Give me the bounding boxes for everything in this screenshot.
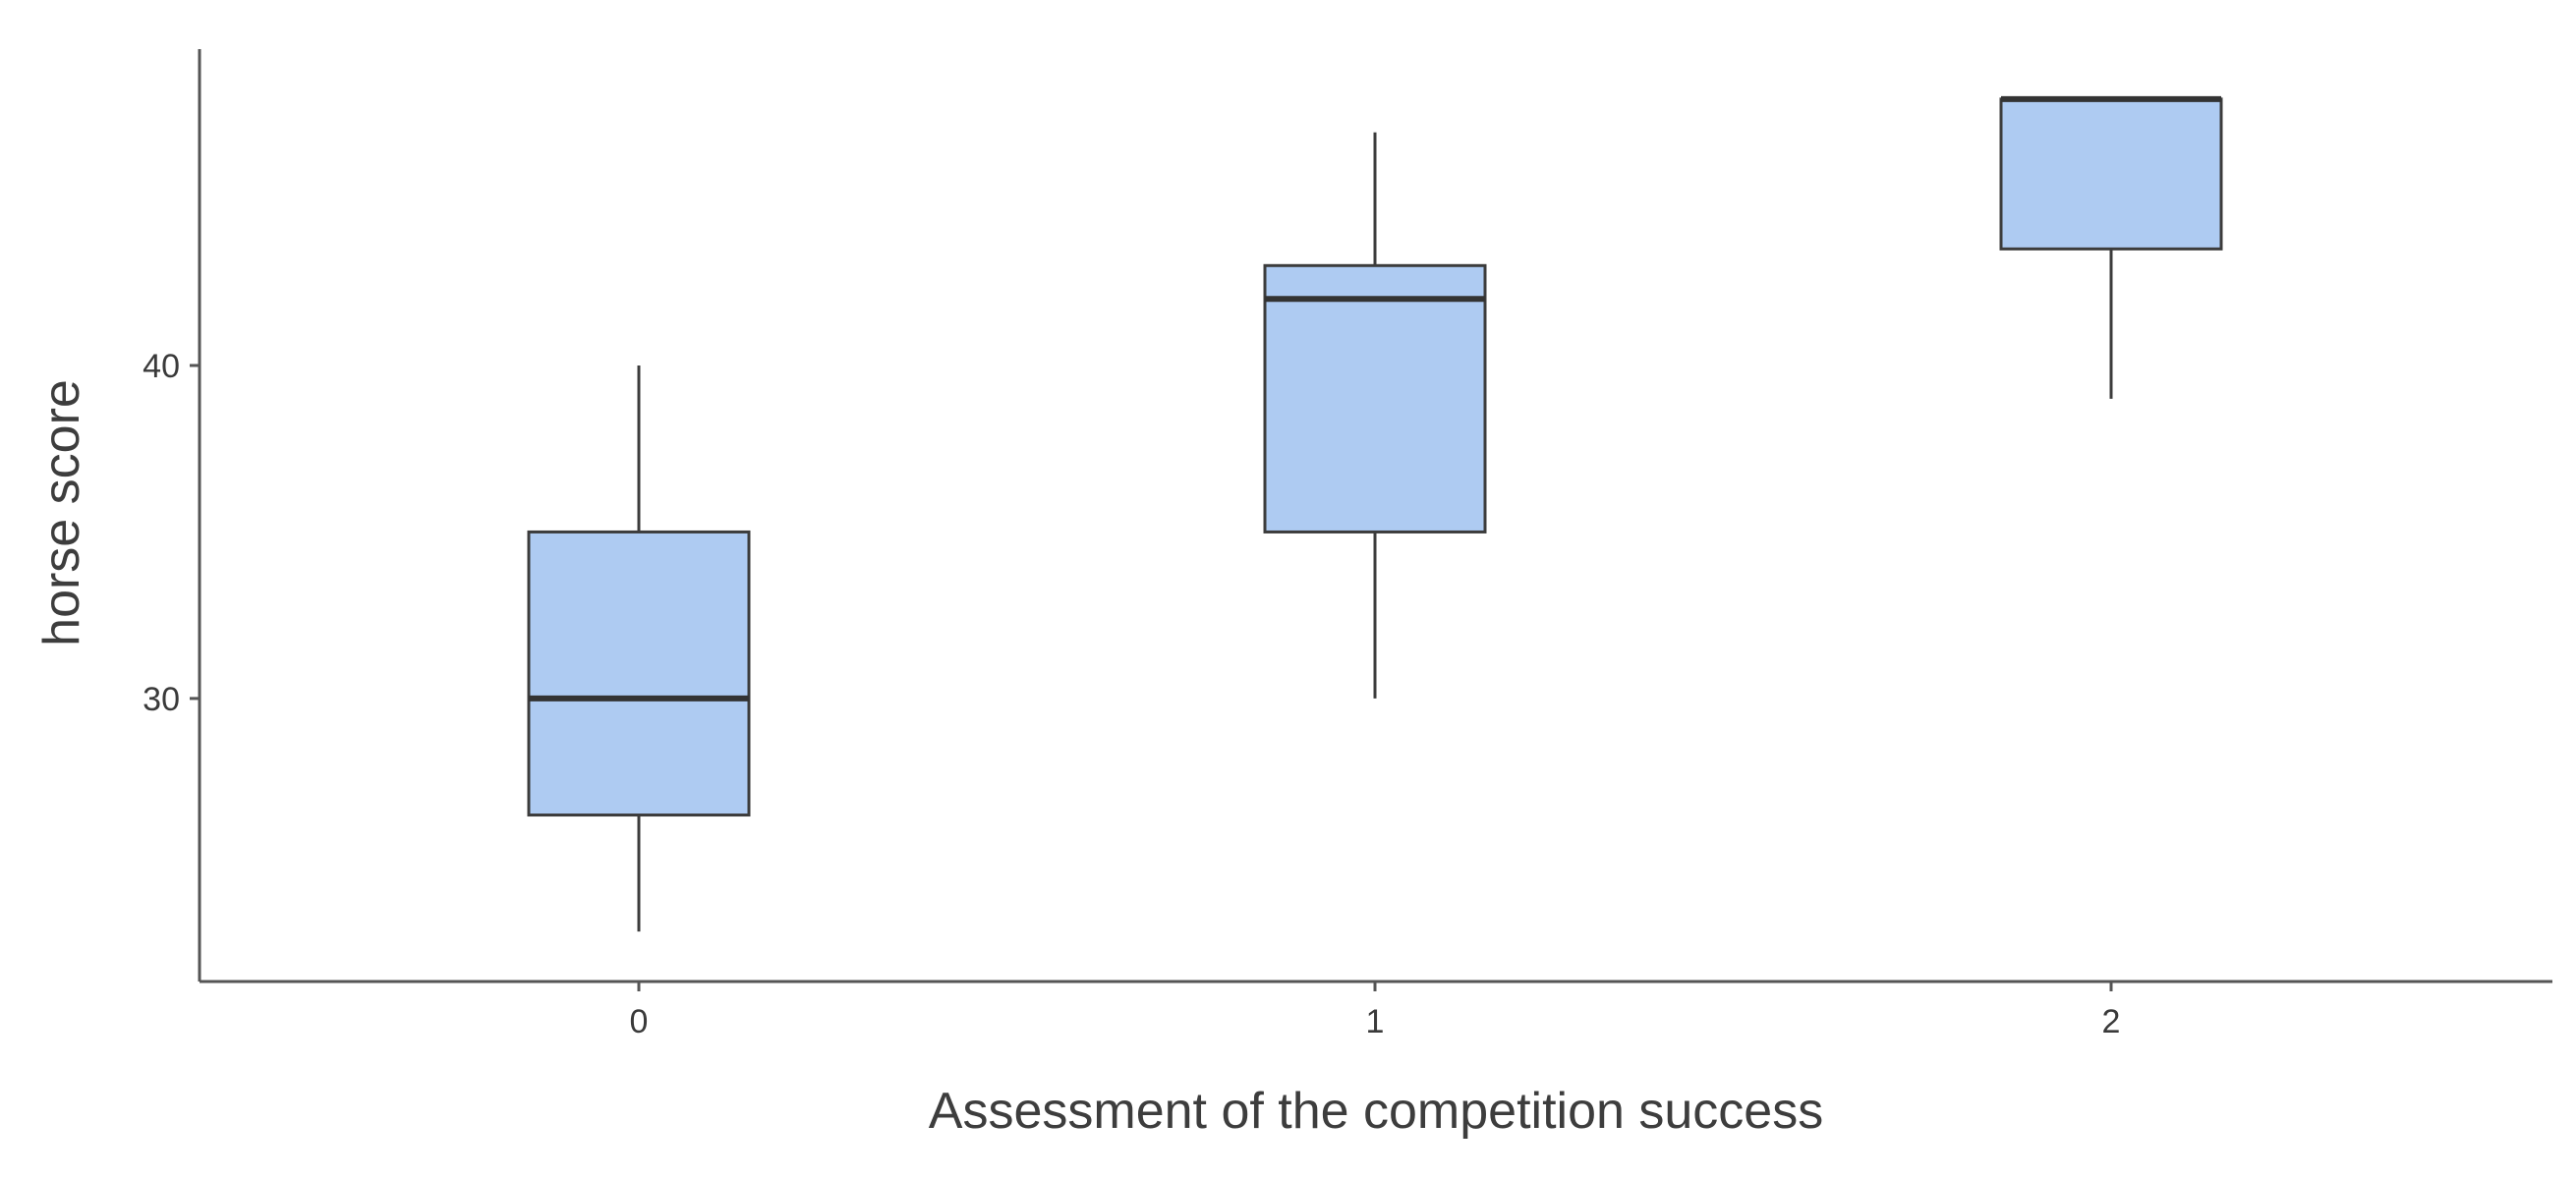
y-tick-label-30: 30 bbox=[143, 681, 180, 718]
box-iqr-0 bbox=[527, 530, 751, 817]
box-category-0 bbox=[527, 365, 751, 932]
box-category-1 bbox=[1263, 132, 1487, 699]
y-tick-label-40: 40 bbox=[143, 348, 180, 385]
y-axis-title: horse score bbox=[33, 379, 90, 646]
box-category-2 bbox=[1999, 95, 2223, 399]
box-iqr-1 bbox=[1263, 263, 1487, 533]
x-tick-label-1: 1 bbox=[1366, 1003, 1385, 1040]
boxes-layer bbox=[527, 95, 2223, 932]
x-tick-label-2: 2 bbox=[2102, 1003, 2121, 1040]
x-axis-title: Assessment of the competition success bbox=[929, 1083, 1823, 1140]
ticks-layer: 30 40 0 1 2 bbox=[143, 348, 2120, 1040]
box-iqr-2 bbox=[1999, 97, 2223, 251]
x-tick-label-0: 0 bbox=[630, 1003, 649, 1040]
